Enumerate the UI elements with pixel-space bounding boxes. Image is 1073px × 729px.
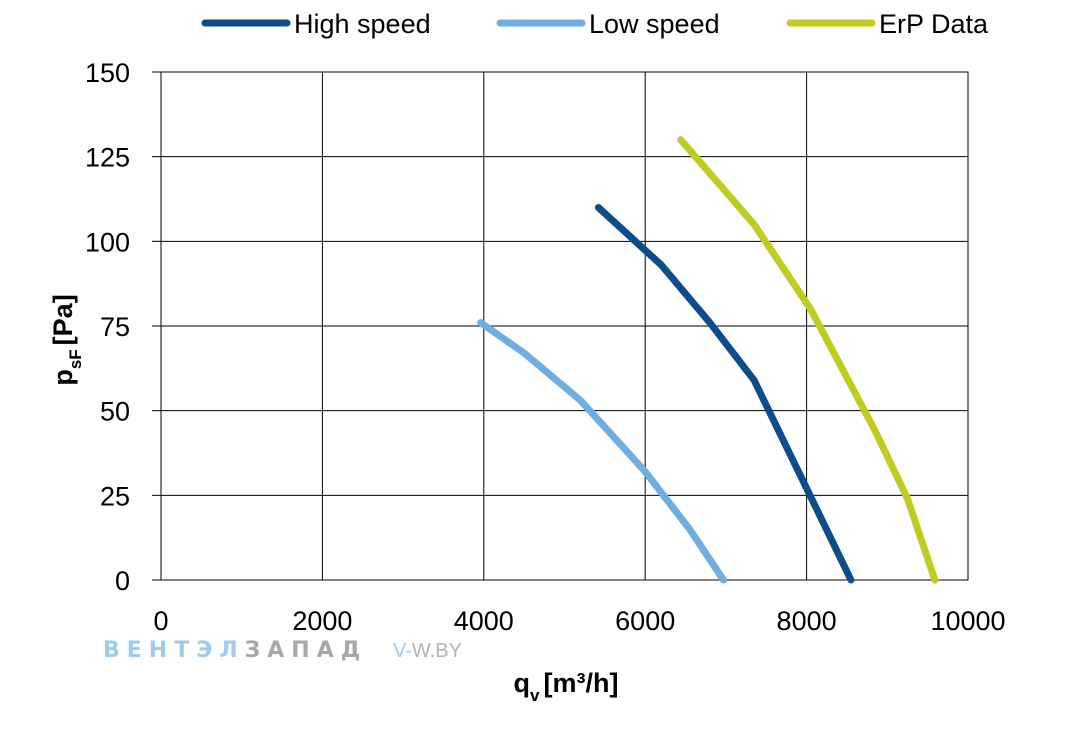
x-tick-label: 10000 [930, 606, 1005, 636]
legend-label: ErP Data [879, 9, 989, 39]
y-axis-title: psF [Pa] [48, 294, 85, 385]
y-tick-label: 0 [115, 566, 130, 596]
y-tick-label: 150 [85, 58, 130, 88]
x-tick-labels: 0 2000 4000 6000 8000 10000 [153, 606, 1005, 636]
x-tick-label: 2000 [292, 606, 352, 636]
legend-item: Low speed [496, 9, 720, 39]
legend-label: High speed [294, 9, 431, 39]
watermark-brand-part1: ВЕНТЭЛ [103, 638, 245, 663]
x-tick-label: 4000 [454, 606, 514, 636]
y-tick-label: 125 [85, 143, 130, 173]
grid [152, 71, 969, 581]
y-tick-label: 25 [100, 481, 130, 511]
series-line-low-speed [477, 319, 727, 584]
y-tick-label: 50 [100, 397, 130, 427]
y-axis-title-main: p [48, 369, 78, 386]
x-tick-label: 0 [153, 606, 168, 636]
y-tick-label: 100 [85, 227, 130, 257]
y-tick-labels: 0 25 50 75 100 125 150 [85, 58, 130, 596]
watermark-site-rest: W.BY [412, 640, 462, 662]
watermark: ВЕНТЭЛЗАПАД V-W.BY [103, 638, 462, 663]
x-axis-title-main: q [514, 668, 531, 698]
svg-text:V-W.BY: V-W.BY [393, 640, 462, 662]
legend-label: Low speed [589, 9, 720, 39]
x-tick-label: 6000 [615, 606, 675, 636]
series-line-high-speed [594, 204, 855, 584]
y-axis-title-sub: sF [66, 349, 85, 369]
series-lines [477, 136, 939, 584]
svg-text:ВЕНТЭЛЗАПАД: ВЕНТЭЛЗАПАД [103, 638, 367, 663]
plot-area [160, 71, 969, 581]
legend-item: ErP Data [786, 9, 989, 39]
watermark-site-prefix: V- [393, 640, 412, 662]
plot-border [160, 71, 969, 581]
legend-item: High speed [201, 9, 431, 39]
legend: High speed Low speed ErP Data [201, 9, 989, 39]
x-axis-title: qv [m³/h] [514, 668, 619, 705]
watermark-brand-part2: ЗАПАД [245, 638, 368, 663]
x-axis-title-sub: v [530, 686, 540, 705]
y-tick-label: 75 [100, 312, 130, 342]
x-axis-title-unit: [m³/h] [543, 668, 618, 698]
y-axis-title-unit: [Pa] [48, 294, 78, 345]
x-tick-label: 8000 [777, 606, 837, 636]
series-line-erp-data [677, 136, 939, 584]
